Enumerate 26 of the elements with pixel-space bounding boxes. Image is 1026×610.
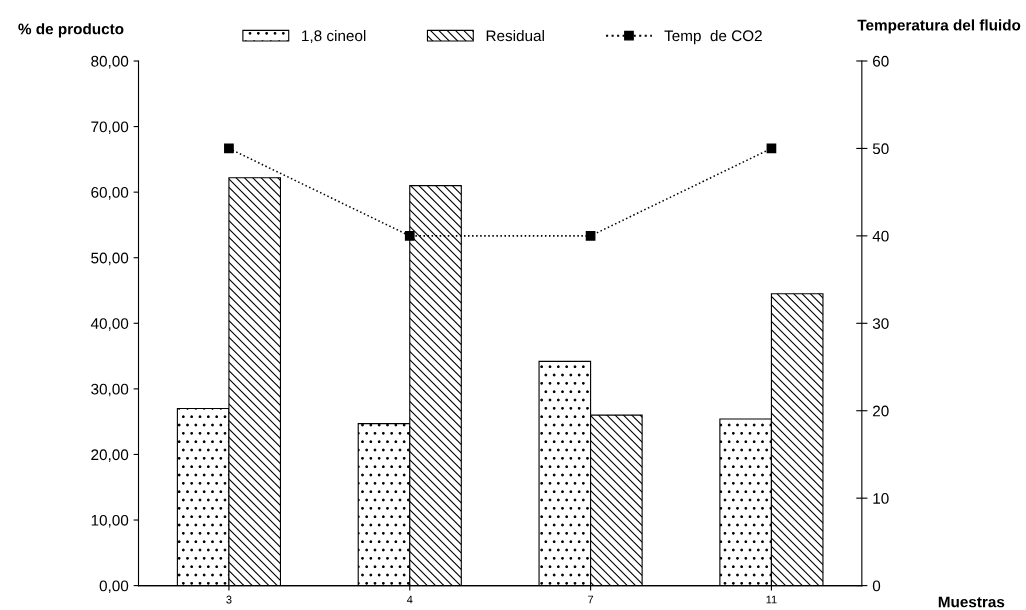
legend-label: Temp de CO2 — [664, 29, 762, 45]
y-tick-label: 20,00 — [91, 449, 129, 462]
y-tick-label: 10,00 — [91, 514, 129, 528]
x-axis-title: Muestras — [938, 596, 1005, 608]
legend-label: Residual — [486, 29, 544, 42]
y-tick-label: 60,00 — [91, 187, 129, 200]
legend-label: 1,8 cineol — [302, 29, 366, 43]
y2-tick-label: 10 — [873, 493, 889, 504]
y-tick-label: 0,00 — [99, 580, 129, 594]
y-tick-label: 70,00 — [91, 121, 129, 135]
y2-tick-label: 50 — [872, 143, 889, 155]
x-tick-label: 4 — [406, 595, 413, 604]
y2-tick-label: 60 — [873, 55, 889, 67]
y2-tick-label: 40 — [872, 230, 889, 242]
y-tick-label: 30,00 — [91, 383, 129, 397]
y-tick-label: 40,00 — [90, 318, 129, 331]
x-tick-label: 7 — [588, 595, 594, 604]
y-tick-label: 80,00 — [91, 55, 129, 69]
y2-tick-label: 30 — [872, 318, 889, 329]
y-axis-title: % de producto — [18, 23, 124, 38]
y2-tick-label: 0 — [872, 580, 881, 592]
x-tick-label: 11 — [766, 595, 777, 604]
y-tick-label: 50,00 — [91, 252, 129, 266]
y2-tick-label: 20 — [873, 405, 889, 417]
y2-axis-title: Temperatura del fluido — [857, 19, 1021, 34]
x-tick-label: 3 — [226, 595, 232, 604]
